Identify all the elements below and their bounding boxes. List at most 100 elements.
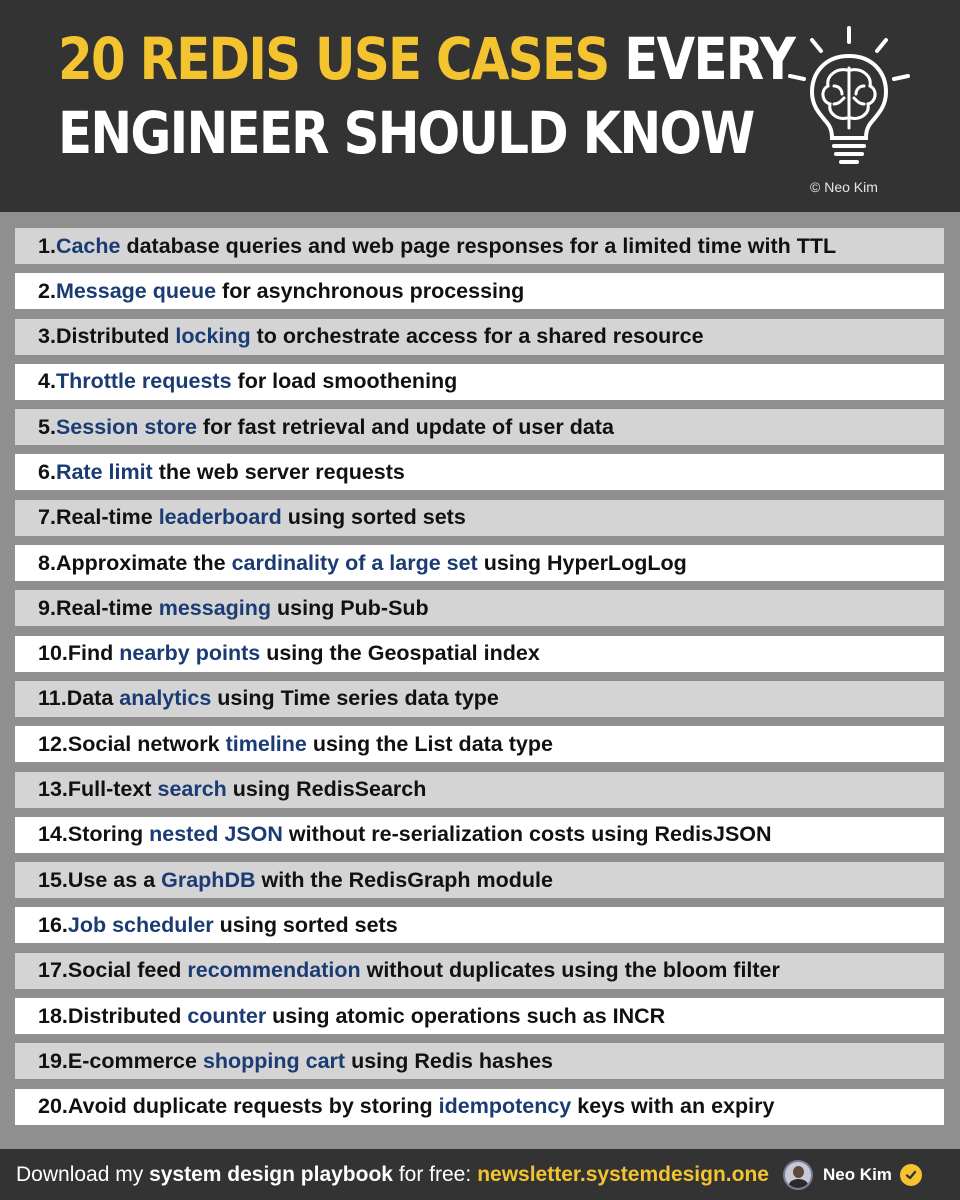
use-case-number: 1. [38,233,56,258]
title-line-2: ENGINEER SHOULD KNOW [58,99,755,167]
use-case-text: the web server requests [152,459,405,484]
title-rest: EVERY [608,25,796,93]
use-case-text: without re-serialization costs using Red… [282,822,772,847]
use-case-number: 19. [38,1048,68,1073]
list-item: 13. Full-text search using RedisSearch [15,771,944,808]
verified-check-icon [899,1163,922,1186]
use-case-text: Find [67,641,120,666]
header: 20 REDIS USE CASES EVERY ENGINEER SHOULD… [0,0,960,212]
use-case-number: 13. [38,777,68,802]
use-case-keyword: idempotency [438,1094,572,1119]
use-case-keyword: recommendation [187,958,361,983]
use-case-keyword: search [157,777,227,802]
use-case-keyword: messaging [158,595,272,620]
use-case-text: using Time series data type [211,686,499,711]
use-case-text: Approximate the [55,550,232,575]
use-case-keyword: leaderboard [158,505,282,530]
use-case-text: using sorted sets [213,912,398,937]
use-case-text: for asynchronous processing [216,278,525,303]
use-case-number: 16. [38,912,68,937]
use-case-keyword: Session store [55,414,197,439]
use-case-keyword: cardinality of a large set [231,550,478,575]
list-item: 8. Approximate the cardinality of a large… [15,545,944,582]
use-case-text: database queries and web page responses … [120,233,837,258]
list-item: 9. Real-time messaging using Pub-Sub [15,590,944,627]
use-case-keyword: GraphDB [161,867,256,892]
use-case-text: for load smoothening [231,369,458,394]
lightbulb-brain-icon [788,26,910,164]
use-case-number: 3. [38,324,56,349]
use-case-text: E-commerce [67,1048,203,1073]
footer-prefix: Download my [16,1162,150,1186]
use-case-number: 5. [38,414,56,439]
use-case-text: using sorted sets [281,505,466,530]
use-case-text: Distributed [67,1003,188,1028]
use-case-text: Avoid duplicate requests by storing [67,1094,439,1119]
list-item: 12. Social network timeline using the Lis… [15,726,944,763]
use-case-number: 20. [38,1094,68,1119]
list-item: 3. Distributed locking to orchestrate acc… [15,318,944,355]
use-case-keyword: Throttle requests [55,369,232,394]
use-case-number: 8. [38,550,56,575]
avatar-icon [782,1159,813,1190]
author-name: Neo Kim [822,1164,892,1184]
use-case-text: Data [66,686,120,711]
list-item: 7. Real-time leaderboard using sorted set… [15,499,944,536]
use-case-keyword: analytics [119,686,212,711]
use-case-number: 7. [38,505,56,530]
list-item: 19. E-commerce shopping cart using Redis … [15,1043,944,1080]
use-case-text: without duplicates using the bloom filte… [360,958,780,983]
use-case-keyword: nested JSON [149,822,283,847]
use-case-text: Full-text [67,777,158,802]
use-case-text: using Pub-Sub [271,595,429,620]
use-case-keyword: timeline [225,731,307,756]
use-case-text: for fast retrieval and update of user da… [196,414,614,439]
use-case-text: Social feed [67,958,188,983]
use-case-number: 14. [38,822,68,847]
footer-middle: for free: [392,1162,472,1186]
page-title: 20 REDIS USE CASES EVERY ENGINEER SHOULD… [58,22,796,170]
use-case-number: 17. [38,958,68,983]
use-case-text: using HyperLogLog [477,550,687,575]
use-case-text: Real-time [55,505,159,530]
title-highlight: 20 REDIS USE CASES [58,25,610,93]
list-item: 4. Throttle requests for load smoothening [15,363,944,400]
use-case-text: Storing [67,822,150,847]
use-case-text: using atomic operations such as INCR [266,1003,666,1028]
newsletter-link[interactable]: newsletter.systemdesign.one [477,1162,769,1186]
list-item: 15. Use as a GraphDB with the RedisGraph … [15,862,944,899]
use-case-text: Distributed [55,324,176,349]
use-case-number: 4. [38,369,56,394]
use-case-text: Real-time [55,595,159,620]
use-case-text: using RedisSearch [226,777,427,802]
list-item: 18. Distributed counter using atomic oper… [15,998,944,1035]
use-case-keyword: Job scheduler [67,912,214,937]
use-case-text: to orchestrate access for a shared resou… [250,324,704,349]
use-case-number: 6. [38,459,56,484]
list-item: 20. Avoid duplicate requests by storing i… [15,1088,944,1125]
use-case-keyword: Message queue [55,278,217,303]
author: Neo Kim [782,1159,922,1190]
list-item: 10. Find nearby points using the Geospati… [15,635,944,672]
list-item: 1. Cache database queries and web page re… [15,228,944,264]
list-item: 17. Social feed recommendation without du… [15,952,944,989]
list-item: 14. Storing nested JSON without re-serial… [15,816,944,853]
use-case-text: Social network [67,731,226,756]
use-case-keyword: Rate limit [55,459,153,484]
list-item: 11. Data analytics using Time series data… [15,680,944,717]
use-case-keyword: shopping cart [202,1048,346,1073]
use-case-text: using the List data type [306,731,553,756]
copyright-text: © Neo Kim [810,179,878,195]
footer-playbook-text: system design playbook [149,1162,393,1186]
use-case-number: 12. [38,731,68,756]
use-case-list: 1. Cache database queries and web page re… [15,228,944,1134]
use-case-keyword: nearby points [119,641,261,666]
use-case-text: using the Geospatial index [260,641,540,666]
use-case-text: Use as a [67,867,162,892]
use-case-keyword: Cache [55,233,121,258]
use-case-text: keys with an expiry [571,1094,775,1119]
footer: Download my system design playbook for f… [0,1149,960,1200]
use-case-keyword: counter [187,1003,267,1028]
use-case-number: 2. [38,278,56,303]
use-case-keyword: locking [175,324,251,349]
